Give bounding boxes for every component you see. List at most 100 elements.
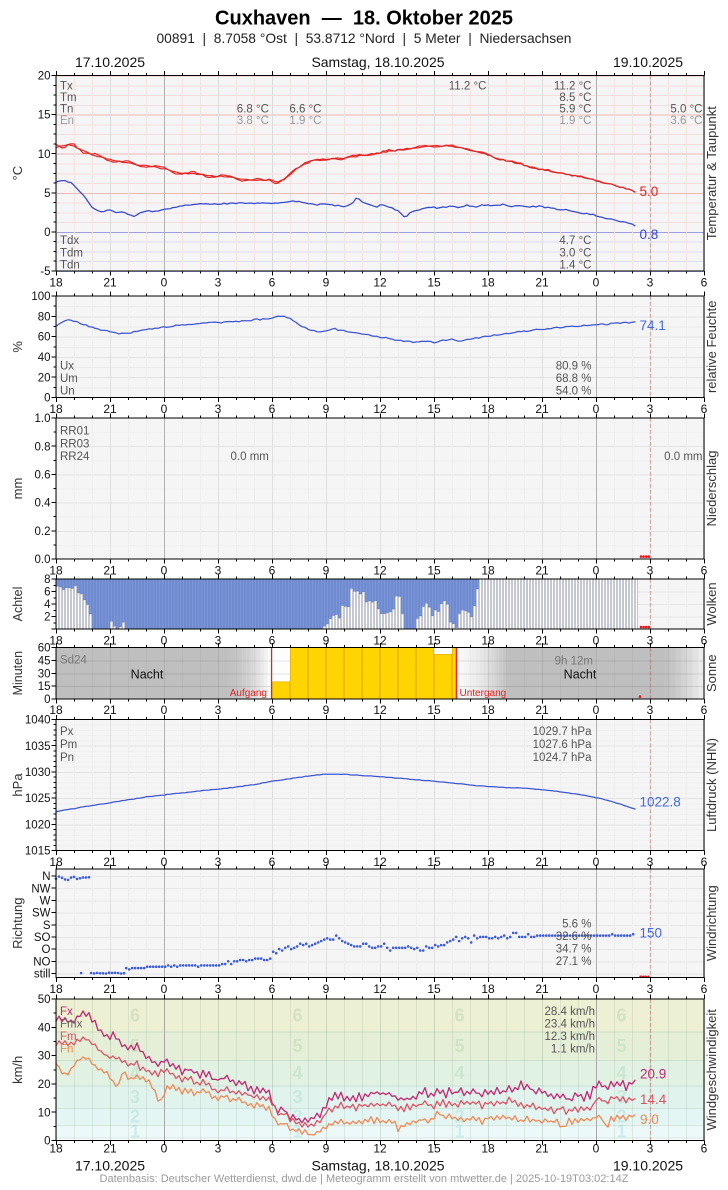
svg-text:3: 3 (215, 855, 222, 869)
svg-text:Achtel: Achtel (11, 587, 25, 622)
svg-text:12.3 km/h: 12.3 km/h (545, 1031, 596, 1043)
svg-text:Minuten: Minuten (11, 651, 25, 696)
svg-text:100: 100 (31, 291, 50, 303)
svg-text:54.0 %: 54.0 % (556, 385, 592, 397)
svg-text:Samstag, 18.10.2025: Samstag, 18.10.2025 (311, 1158, 444, 1174)
svg-text:21: 21 (103, 1141, 117, 1155)
svg-text:27.1 %: 27.1 % (556, 956, 592, 968)
svg-text:6: 6 (454, 1006, 464, 1026)
svg-text:3: 3 (215, 982, 222, 996)
svg-text:0: 0 (593, 402, 600, 416)
svg-text:1.9 °C: 1.9 °C (559, 115, 591, 127)
svg-text:23.4 km/h: 23.4 km/h (545, 1019, 596, 1031)
svg-text:21: 21 (103, 855, 117, 869)
svg-text:17.10.2025: 17.10.2025 (75, 54, 145, 70)
svg-text:18: 18 (481, 402, 495, 416)
svg-text:6: 6 (292, 1006, 302, 1026)
svg-text:9: 9 (323, 982, 330, 996)
svg-text:5: 5 (454, 1036, 464, 1056)
svg-text:34.7 %: 34.7 % (556, 943, 592, 955)
svg-text:21: 21 (103, 633, 117, 647)
svg-text:Luftdruck (NHN): Luftdruck (NHN) (704, 738, 719, 832)
svg-text:18: 18 (481, 703, 495, 717)
svg-text:32.6 %: 32.6 % (556, 931, 592, 943)
svg-text:0: 0 (593, 982, 600, 996)
svg-text:3: 3 (647, 855, 654, 869)
svg-text:0: 0 (593, 703, 600, 717)
svg-text:0.2: 0.2 (35, 526, 51, 538)
svg-text:150: 150 (640, 926, 663, 941)
svg-text:Samstag, 18.10.2025: Samstag, 18.10.2025 (311, 54, 444, 70)
svg-text:18: 18 (49, 982, 63, 996)
svg-text:Sd24: Sd24 (60, 655, 87, 667)
svg-text:60: 60 (38, 643, 51, 655)
svg-text:Tn: Tn (60, 104, 73, 116)
svg-text:15: 15 (427, 855, 441, 869)
svg-text:Aufgang: Aufgang (230, 688, 267, 699)
svg-text:21: 21 (103, 563, 117, 577)
svg-text:hPa: hPa (10, 773, 25, 797)
svg-text:1.4 °C: 1.4 °C (559, 259, 591, 271)
svg-text:4: 4 (44, 599, 51, 611)
svg-text:0.0 mm: 0.0 mm (664, 451, 702, 463)
svg-text:3: 3 (215, 275, 222, 289)
svg-text:1: 1 (454, 1121, 464, 1141)
svg-text:Windrichtung: Windrichtung (704, 885, 719, 961)
svg-text:12: 12 (373, 275, 387, 289)
svg-text:5.6 %: 5.6 % (562, 918, 591, 930)
svg-text:21: 21 (535, 633, 549, 647)
svg-text:0.6: 0.6 (35, 470, 51, 482)
svg-text:6.6 °C: 6.6 °C (289, 104, 321, 116)
svg-text:14.4: 14.4 (640, 1092, 667, 1107)
svg-text:1.0: 1.0 (35, 413, 51, 425)
svg-text:mm: mm (10, 478, 25, 500)
svg-text:5.0 °C: 5.0 °C (670, 104, 702, 116)
svg-text:1: 1 (292, 1121, 302, 1141)
svg-text:9: 9 (323, 402, 330, 416)
svg-text:18: 18 (49, 633, 63, 647)
svg-text:1022.8: 1022.8 (640, 795, 681, 810)
svg-text:6: 6 (269, 275, 276, 289)
svg-text:0: 0 (593, 275, 600, 289)
svg-text:21: 21 (103, 402, 117, 416)
svg-text:W: W (40, 896, 51, 908)
svg-text:0.4: 0.4 (35, 498, 52, 510)
svg-text:12: 12 (373, 402, 387, 416)
svg-text:N: N (42, 871, 50, 883)
svg-text:0: 0 (44, 1136, 50, 1148)
svg-text:11.2 °C: 11.2 °C (554, 80, 592, 92)
svg-text:0.0 mm: 0.0 mm (231, 451, 269, 463)
svg-text:6: 6 (701, 275, 708, 289)
svg-text:6: 6 (701, 633, 708, 647)
svg-text:19.10.2025: 19.10.2025 (613, 1158, 683, 1174)
svg-text:30: 30 (38, 668, 51, 680)
svg-text:Tdn: Tdn (60, 259, 80, 271)
svg-text:0: 0 (161, 275, 168, 289)
svg-text:15: 15 (427, 402, 441, 416)
svg-text:6: 6 (701, 402, 708, 416)
svg-text:1.9 °C: 1.9 °C (289, 115, 321, 127)
svg-text:6: 6 (701, 855, 708, 869)
svg-text:3: 3 (130, 1087, 140, 1107)
svg-text:18: 18 (481, 1141, 495, 1155)
svg-text:68.8 %: 68.8 % (556, 373, 592, 385)
svg-text:0: 0 (161, 855, 168, 869)
svg-text:3: 3 (292, 1087, 302, 1107)
svg-text:21: 21 (103, 275, 117, 289)
svg-text:3: 3 (647, 982, 654, 996)
svg-text:Temperatur & Taupunkt: Temperatur & Taupunkt (704, 106, 719, 241)
svg-text:19.10.2025: 19.10.2025 (613, 54, 683, 70)
svg-text:18: 18 (481, 633, 495, 647)
svg-text:6: 6 (130, 1006, 140, 1026)
svg-text:Fx: Fx (60, 1006, 73, 1018)
svg-text:28.4 km/h: 28.4 km/h (545, 1006, 596, 1018)
svg-text:50: 50 (38, 994, 51, 1006)
svg-text:Sonne: Sonne (704, 654, 719, 692)
svg-text:45: 45 (38, 656, 51, 668)
svg-text:21: 21 (103, 703, 117, 717)
svg-text:18: 18 (481, 275, 495, 289)
svg-text:15: 15 (38, 110, 51, 122)
svg-text:18: 18 (49, 275, 63, 289)
svg-text:NW: NW (31, 883, 50, 895)
svg-text:21: 21 (535, 982, 549, 996)
